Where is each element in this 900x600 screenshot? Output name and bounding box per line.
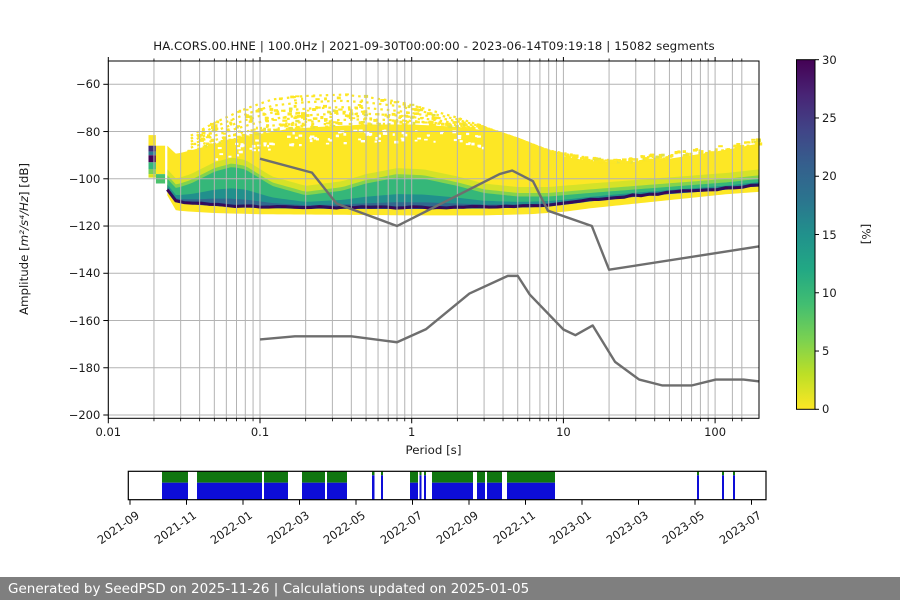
x-tick-label: 10: [556, 425, 571, 440]
y-tick-label: −100: [68, 171, 101, 186]
coverage-segment-green: [197, 471, 262, 483]
coverage-segment-blue: [722, 475, 724, 500]
coverage-segment-blue: [697, 475, 699, 500]
y-tick-label: −200: [68, 408, 101, 422]
colorbar-tick-label: 20: [822, 169, 837, 184]
colorbar-tick-label: 5: [822, 344, 830, 359]
coverage-segment-green: [327, 471, 347, 483]
coverage-segment-green: [733, 471, 735, 476]
coverage-segment-green: [507, 471, 555, 483]
coverage-segment-green: [410, 471, 418, 483]
x-axis-label: Period [s]: [405, 443, 462, 457]
coverage-segment-green: [372, 471, 375, 476]
coverage-segment-blue: [432, 482, 473, 500]
colorbar-label: [%]: [859, 223, 873, 245]
chart-title: HA.CORS.00.HNE | 100.0Hz | 2021-09-30T00…: [153, 39, 715, 53]
coverage-segment-blue: [507, 482, 555, 500]
coverage-segment-blue: [327, 482, 347, 500]
coverage-segment-blue: [372, 475, 375, 500]
coverage-segment-green: [477, 471, 485, 483]
coverage-segment-green: [487, 471, 502, 483]
coverage-segment-blue: [424, 475, 426, 500]
colorbar-gradient: [796, 59, 815, 410]
coverage-segment-blue: [197, 482, 262, 500]
colorbar-tick-label: 10: [822, 285, 837, 300]
noise-model-lines: [259, 157, 760, 387]
y-label-units: m²/s⁴/Hz: [17, 196, 31, 247]
coverage-segment-blue: [733, 475, 735, 500]
colorbar-tick-label: 30: [822, 52, 837, 67]
y-tick-label: −120: [68, 219, 101, 234]
y-label-prefix: Amplitude [: [17, 246, 31, 316]
coverage-segment-green: [697, 471, 699, 476]
colorbar-tick-label: 0: [822, 402, 830, 417]
y-tick-label: −180: [68, 360, 101, 375]
y-tick-label: −80: [76, 124, 101, 139]
coverage-segment-green: [162, 471, 188, 483]
x-tick-label: 0.1: [250, 425, 270, 440]
coverage-segment-blue: [487, 482, 502, 500]
footer-bar: Generated by SeedPSD on 2025-11-26 | Cal…: [0, 577, 900, 600]
y-tick-label: −160: [68, 313, 101, 328]
y-label-suffix: ] [dB]: [17, 162, 31, 197]
coverage-segment-green: [264, 471, 288, 483]
x-tick-label: 100: [704, 425, 727, 440]
coverage-segment-blue: [264, 482, 288, 500]
coverage-segment-blue: [162, 482, 188, 500]
coverage-segment-green: [722, 471, 724, 476]
outlier-arc: [190, 112, 570, 158]
coverage-segment-green: [419, 471, 422, 476]
coverage-segment-green: [302, 471, 325, 483]
coverage-segment-blue: [381, 475, 383, 500]
nhnm-line: [259, 157, 760, 271]
coverage-segment-green: [432, 471, 473, 483]
nlnm-line: [259, 274, 760, 387]
y-tick-label: −60: [76, 77, 101, 92]
colorbar: [796, 59, 819, 410]
footer-text: Generated by SeedPSD on 2025-11-26 | Cal…: [8, 580, 530, 597]
coverage-segment-blue: [302, 482, 325, 500]
ppsd-heatmap: [148, 124, 760, 216]
coverage-bar: [127, 470, 767, 505]
y-axis-label: Amplitude [m²/s⁴/Hz] [dB]: [17, 163, 31, 315]
coverage-segment-blue: [410, 482, 418, 500]
y-tick-label: −140: [68, 266, 101, 281]
coverage-segment-blue: [477, 482, 485, 500]
colorbar-tick-label: 25: [822, 110, 837, 125]
x-tick-label: 0.01: [95, 425, 122, 440]
axes-frame: [103, 57, 760, 424]
outlier-arc: [190, 99, 570, 156]
grid-lines: [107, 61, 759, 419]
coverage-segment-green: [424, 471, 426, 476]
x-tick-label: 1: [408, 425, 416, 440]
coverage-segment-blue: [419, 475, 422, 500]
coverage-segment-green: [381, 471, 383, 476]
colorbar-tick-label: 15: [822, 227, 837, 242]
